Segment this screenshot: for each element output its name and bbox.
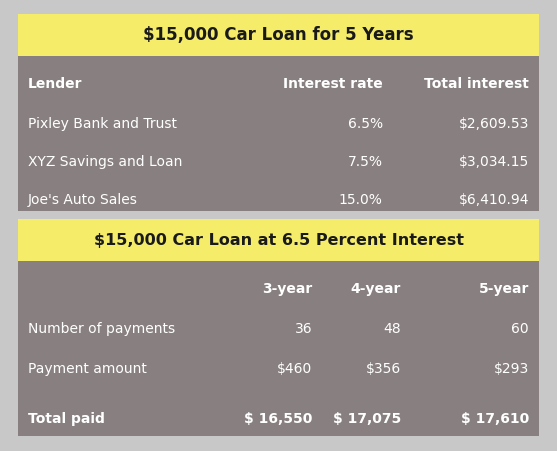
Text: 15.0%: 15.0% (339, 193, 383, 207)
Text: 4-year: 4-year (350, 282, 401, 296)
Text: $2,609.53: $2,609.53 (458, 117, 529, 131)
Text: 36: 36 (295, 322, 312, 336)
Text: $293: $293 (494, 362, 529, 376)
Text: 5-year: 5-year (478, 282, 529, 296)
Bar (18, 219, 539, 261)
Text: Number of payments: Number of payments (28, 322, 175, 336)
Text: Pixley Bank and Trust: Pixley Bank and Trust (28, 117, 177, 131)
Text: 6.5%: 6.5% (348, 117, 383, 131)
Text: Interest rate: Interest rate (283, 77, 383, 91)
Text: $356: $356 (366, 362, 401, 376)
Text: 60: 60 (511, 322, 529, 336)
Text: 7.5%: 7.5% (348, 155, 383, 169)
Text: $15,000 Car Loan at 6.5 Percent Interest: $15,000 Car Loan at 6.5 Percent Interest (94, 233, 463, 248)
Text: $460: $460 (277, 362, 312, 376)
Text: $6,410.94: $6,410.94 (458, 193, 529, 207)
Text: $ 17,075: $ 17,075 (333, 412, 401, 426)
Text: $15,000 Car Loan for 5 Years: $15,000 Car Loan for 5 Years (143, 26, 414, 44)
Text: $ 16,550: $ 16,550 (244, 412, 312, 426)
Text: 3-year: 3-year (262, 282, 312, 296)
Bar (18, 56, 539, 211)
Text: Total interest: Total interest (424, 77, 529, 91)
Text: $ 17,610: $ 17,610 (461, 412, 529, 426)
Text: XYZ Savings and Loan: XYZ Savings and Loan (28, 155, 182, 169)
Text: Lender: Lender (28, 77, 82, 91)
Text: Joe's Auto Sales: Joe's Auto Sales (28, 193, 138, 207)
Bar (18, 261, 539, 436)
Text: Total paid: Total paid (28, 412, 105, 426)
Bar (18, 14, 539, 56)
Text: Payment amount: Payment amount (28, 362, 147, 376)
Text: $3,034.15: $3,034.15 (459, 155, 529, 169)
Text: 48: 48 (383, 322, 401, 336)
